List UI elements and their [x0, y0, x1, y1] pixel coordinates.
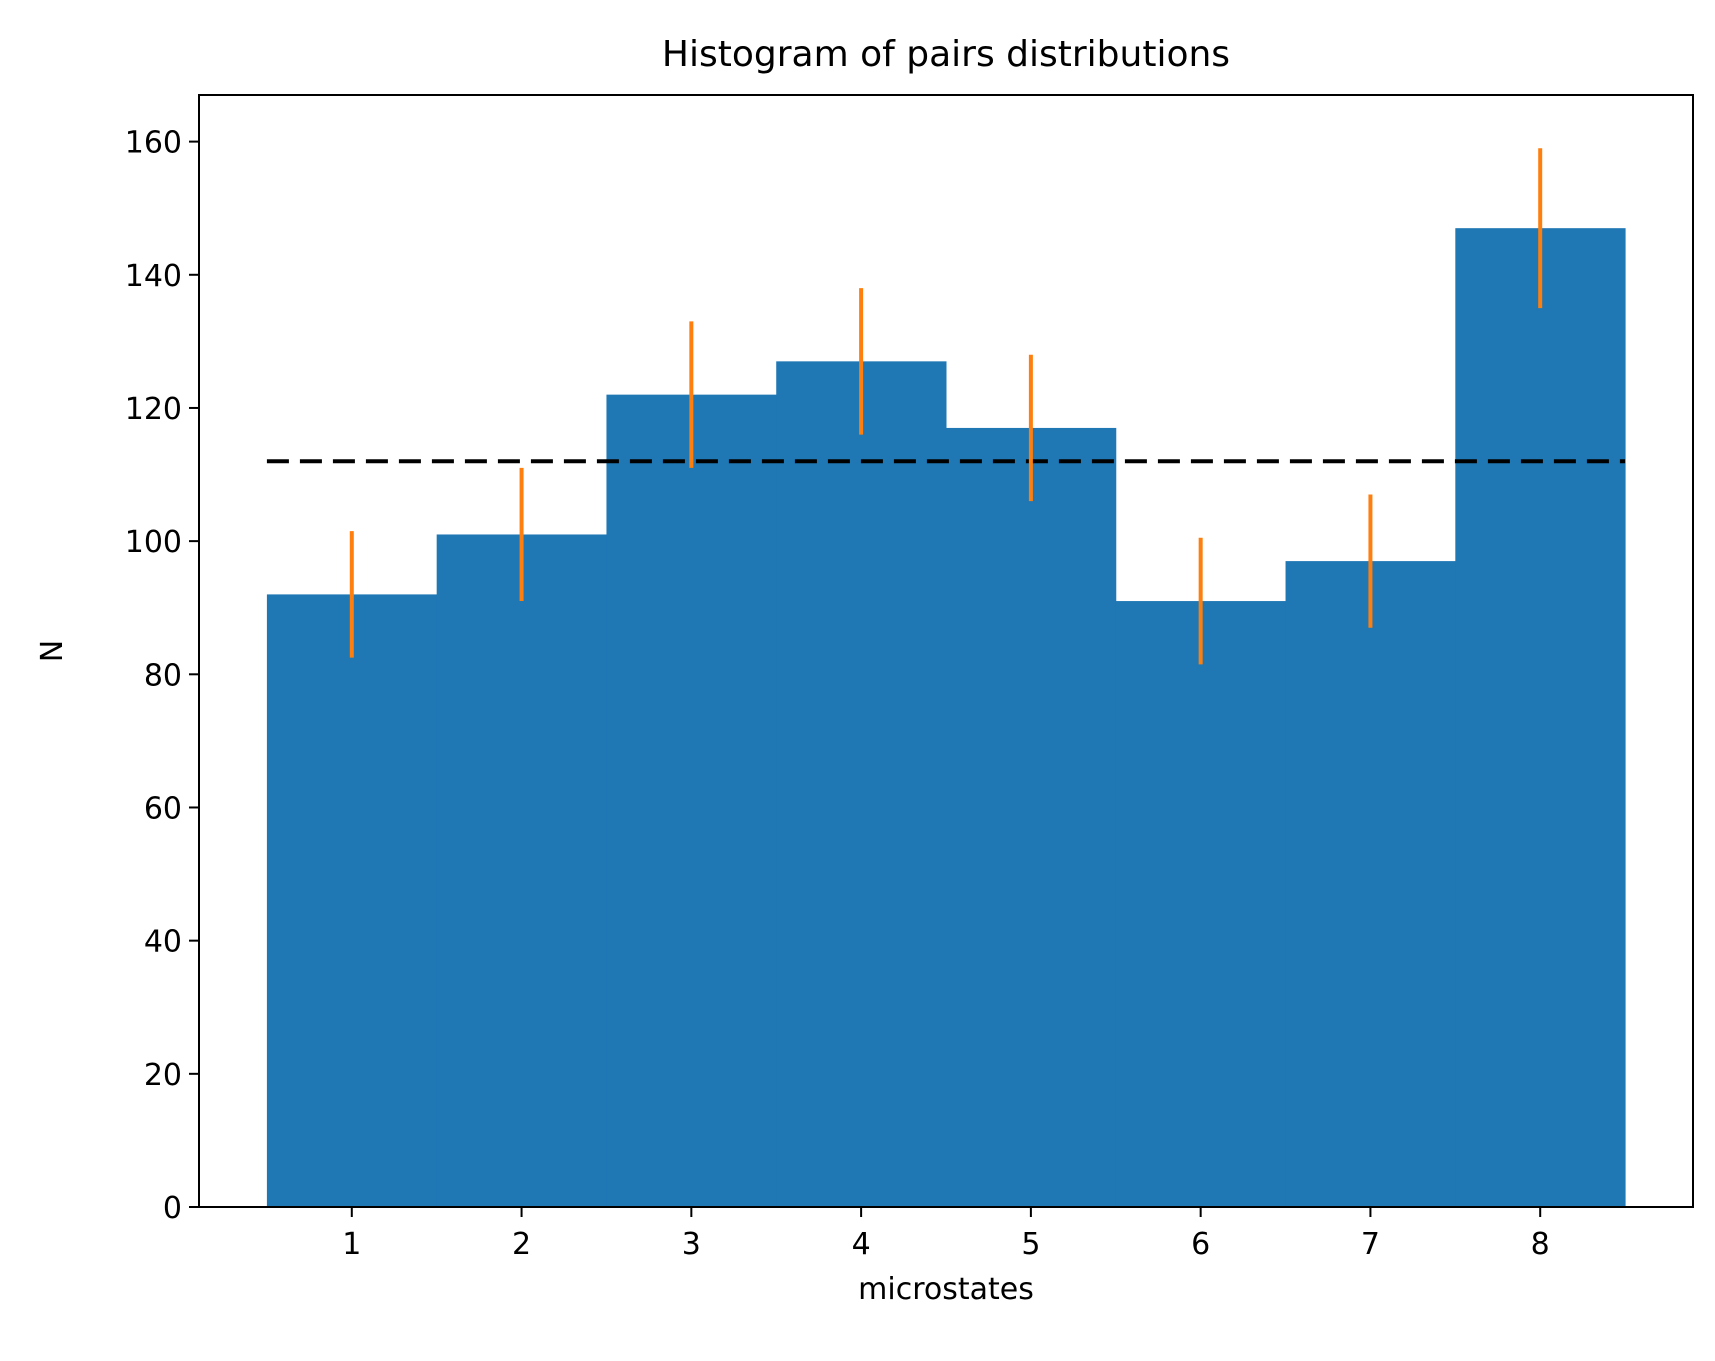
error-bars-group — [349, 148, 1543, 665]
bar-3 — [606, 394, 777, 1207]
x-tick-label: 1 — [342, 1227, 361, 1262]
bar-2 — [436, 534, 607, 1207]
bar-5 — [946, 427, 1117, 1207]
x-tick-label: 7 — [1361, 1227, 1380, 1262]
x-tick-label: 4 — [852, 1227, 871, 1262]
x-tick-label: 5 — [1021, 1227, 1040, 1262]
y-tick-label: 140 — [125, 259, 182, 294]
y-tick-label: 60 — [144, 791, 182, 826]
y-tick-label: 40 — [144, 925, 182, 960]
plot-frame — [198, 94, 1694, 1208]
bar-4 — [776, 361, 947, 1208]
bar-6 — [1115, 601, 1287, 1207]
bars-group — [266, 228, 1626, 1208]
chart-title: Histogram of pairs distributions — [662, 34, 1230, 75]
bar-7 — [1285, 561, 1456, 1207]
x-axis-ticks: 1 2 3 4 5 6 7 8 — [342, 1207, 1550, 1262]
y-tick-label: 80 — [144, 658, 182, 693]
y-tick-label: 100 — [125, 525, 182, 560]
y-tick-label: 20 — [144, 1058, 182, 1093]
y-tick-label: 120 — [125, 392, 182, 427]
x-tick-label: 2 — [512, 1227, 531, 1262]
y-axis-ticks: 0 20 40 60 80 100 120 140 160 — [125, 126, 199, 1226]
x-tick-label: 8 — [1531, 1227, 1550, 1262]
y-axis-label: N — [35, 640, 70, 662]
y-tick-label: 0 — [163, 1191, 182, 1226]
x-tick-label: 6 — [1191, 1227, 1210, 1262]
bar-8 — [1455, 228, 1626, 1207]
bar-1 — [266, 594, 438, 1207]
x-axis-label: microstates — [858, 1272, 1034, 1307]
y-tick-label: 160 — [125, 126, 182, 161]
x-tick-label: 3 — [682, 1227, 701, 1262]
